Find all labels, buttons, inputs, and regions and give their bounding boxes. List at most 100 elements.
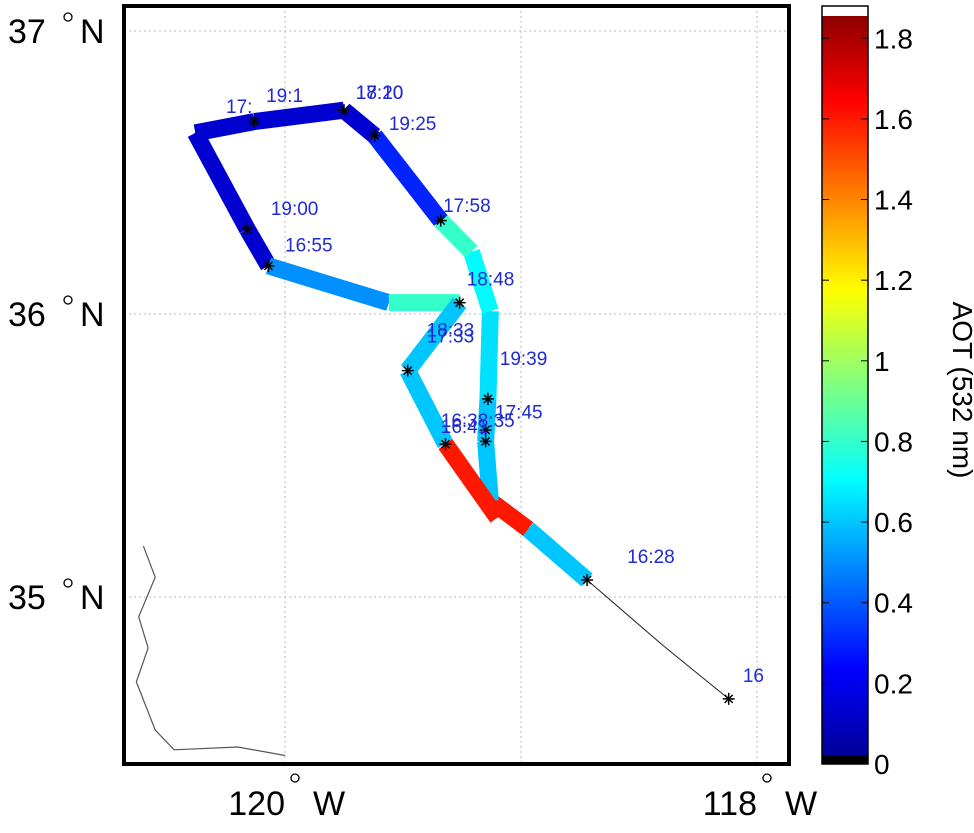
lon-hemisphere: W: [313, 785, 345, 823]
aot-segment: [522, 522, 593, 587]
colorbar-tick-label: 0.8: [874, 426, 913, 457]
time-label: 17:33: [427, 326, 475, 347]
star-stroke: [339, 105, 349, 115]
colorbar-tick-label: 0: [874, 749, 890, 780]
time-label: 17:: [226, 97, 252, 118]
coastline-line: [135, 545, 286, 757]
aot-segment: [265, 257, 392, 311]
time-label: 19:1: [266, 86, 303, 107]
time-label: 19:39: [500, 349, 548, 370]
colorbar-tick-label: 1.8: [874, 23, 913, 54]
star-marker: [479, 424, 492, 437]
lat-hemisphere: N: [80, 579, 105, 617]
colorbar-frame: [821, 5, 869, 765]
star-marker: [722, 692, 735, 705]
map-frame: [122, 4, 791, 766]
degree-symbol: [63, 578, 73, 588]
colorbar-gradient: [822, 6, 868, 764]
lat-label: 36: [8, 296, 46, 334]
aot-segment: [239, 224, 276, 271]
star-marker: [581, 574, 594, 587]
star-marker: [434, 214, 447, 227]
aot-segment: [400, 366, 454, 449]
star-stroke: [249, 117, 259, 127]
latitude-labels: 37 N 36 N 35 N: [8, 12, 105, 617]
star-stroke: [724, 694, 734, 704]
star-marker: [241, 223, 254, 236]
colorbar-top-white: [822, 6, 868, 16]
time-label: 16: [743, 666, 764, 687]
aot-segment: [253, 101, 346, 130]
time-label: 19:00: [271, 199, 319, 220]
time-label: 16:28: [627, 547, 675, 568]
star-marker: [479, 435, 492, 448]
time-label: 18:48: [467, 270, 515, 291]
degree-symbol: [63, 12, 73, 22]
time-label: 17:58: [443, 196, 491, 217]
star-stroke: [481, 436, 491, 446]
colorbar-tick-label: 1.2: [874, 265, 913, 296]
degree-symbol: [63, 295, 73, 305]
aot-segment: [434, 214, 478, 258]
aot-segment: [479, 310, 499, 400]
star-stroke: [455, 298, 465, 308]
star-stroke: [436, 216, 446, 226]
aot-segment: [187, 128, 255, 234]
lon-label: 118: [703, 785, 757, 823]
aot-segment: [400, 297, 467, 376]
star-marker: [401, 364, 414, 377]
star-stroke: [263, 261, 274, 271]
star-stroke: [483, 394, 493, 404]
time-label: 17:10: [356, 83, 404, 104]
colorbar-title: AOT (532 nm): [947, 302, 974, 479]
star-stroke: [403, 366, 413, 376]
longitude-labels: 120 W 118 W: [228, 773, 817, 823]
aot-segment: [477, 440, 499, 502]
aot-segment: [463, 249, 499, 314]
lon-hemisphere: W: [785, 785, 817, 823]
time-label: 16:38:35: [441, 411, 515, 432]
time-label: 18:20: [356, 83, 404, 104]
time-label: 19:25: [389, 114, 437, 135]
star-stroke: [440, 439, 451, 449]
star-marker: [338, 104, 350, 117]
colorbar-tick-label: 0.4: [874, 588, 913, 619]
colorbar-tick-label: 1: [874, 346, 890, 377]
star-stroke: [242, 224, 252, 234]
colorbar-tick-label: 0.2: [874, 668, 913, 699]
lat-label: 35: [8, 579, 46, 617]
star-marker: [439, 438, 452, 451]
time-label: 18:33: [427, 321, 475, 342]
star-stroke: [582, 575, 592, 585]
degree-symbol: [290, 773, 300, 783]
colorbar-ticks: 0 0.2 0.4 0.6 0.8 1 1.2 1.4 1.6 1.8: [822, 23, 913, 780]
track-markers: [241, 104, 735, 705]
colorbar-tick-label: 0.6: [874, 507, 913, 538]
star-marker: [248, 115, 261, 128]
lat-label: 37: [8, 13, 46, 51]
aot-segment: [193, 113, 256, 142]
lat-hemisphere: N: [80, 13, 105, 51]
colorbar-tick-label: 1.4: [874, 185, 913, 216]
time-label: 16:55: [285, 236, 333, 257]
aot-segment: [338, 103, 381, 143]
degree-symbol: [762, 773, 772, 783]
time-label: 16:41: [441, 417, 489, 438]
star-marker: [262, 259, 275, 272]
star-stroke: [481, 425, 491, 435]
star-marker: [481, 392, 494, 405]
lat-hemisphere: N: [80, 296, 105, 334]
aot-segment: [367, 130, 448, 226]
map-gridlines: [124, 6, 789, 764]
star-marker: [453, 296, 466, 309]
star-stroke: [370, 131, 380, 141]
colorbar-bottom-black: [822, 756, 868, 764]
colorbar-tick-label: 1.6: [874, 104, 913, 135]
star-marker: [368, 129, 381, 142]
lon-label: 120: [228, 785, 285, 823]
time-label: 17:45: [495, 403, 543, 424]
coastline: [135, 545, 286, 757]
aot-segment: [438, 439, 505, 523]
